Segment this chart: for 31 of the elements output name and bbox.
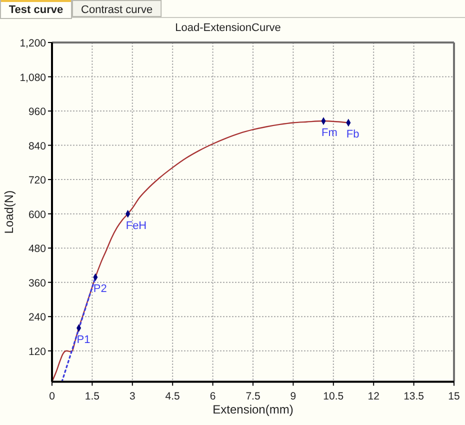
y-tick-label: 1,200 xyxy=(20,38,46,50)
x-tick-label: 7.5 xyxy=(246,390,260,403)
y-tick-label: 600 xyxy=(28,208,46,221)
y-tick-label: 480 xyxy=(28,243,46,256)
x-axis-title: Extension(mm) xyxy=(212,402,294,417)
annotation: P1 xyxy=(76,334,90,346)
x-tick-label: 9 xyxy=(290,390,296,403)
annotation: Fm xyxy=(321,127,338,140)
x-tick-label: 1.5 xyxy=(84,390,100,403)
y-tick-label: 720 xyxy=(28,174,46,187)
y-tick-label: 840 xyxy=(28,140,46,152)
x-tick-label: 15 xyxy=(448,390,460,403)
annotation: FeH xyxy=(126,220,147,232)
x-tick-label: 6 xyxy=(210,390,216,403)
y-tick-label: 120 xyxy=(28,346,46,358)
y-tick-label: 240 xyxy=(28,312,46,324)
x-tick-label: 0 xyxy=(49,390,56,403)
x-tick-label: 13.5 xyxy=(404,390,424,403)
annotation: P2 xyxy=(93,283,107,296)
annotation: Fb xyxy=(346,128,360,141)
x-tick-label: 12 xyxy=(368,390,380,403)
x-tick-label: 10.5 xyxy=(323,390,344,403)
y-tick-label: 1,080 xyxy=(20,72,46,84)
y-tick-label: 360 xyxy=(28,277,46,290)
x-tick-label: 3 xyxy=(129,390,136,403)
x-tick-label: 4.5 xyxy=(165,390,180,403)
y-axis-title: Load(N) xyxy=(2,190,16,234)
text: Test curve xyxy=(8,4,64,16)
text: Contrast curve xyxy=(81,4,153,16)
y-tick-label: 960 xyxy=(28,106,46,118)
chart-title: Load-ExtensionCurve xyxy=(175,22,281,34)
